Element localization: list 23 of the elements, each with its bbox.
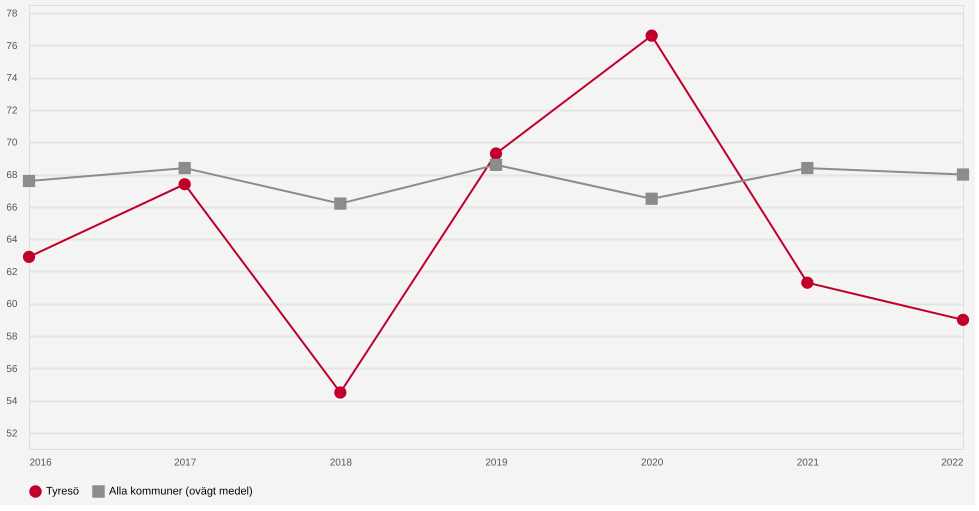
- y-tick-label: 72: [6, 105, 18, 116]
- y-tick-label: 66: [6, 202, 18, 214]
- x-tick-label: 2020: [641, 458, 664, 468]
- x-tick-label: 2018: [330, 458, 352, 468]
- y-tick-label: 70: [6, 138, 18, 149]
- y-tick-label: 78: [6, 8, 18, 20]
- y-tick-label: 54: [6, 396, 18, 408]
- x-tick-label: 2021: [796, 458, 820, 468]
- x-tick-label: 2022: [941, 458, 964, 468]
- y-tick-label: 76: [6, 40, 18, 52]
- x-tick-label: 2019: [485, 458, 508, 468]
- y-tick-label: 58: [6, 331, 18, 342]
- y-tick-label: 60: [6, 299, 18, 310]
- y-tick-label: 64: [6, 234, 18, 246]
- y-tick-label: 56: [6, 364, 18, 375]
- y-tick-label: 74: [6, 73, 18, 84]
- legend-label: Tyresö: [46, 486, 80, 498]
- y-tick-label: 62: [6, 266, 18, 278]
- x-tick-label: 2017: [174, 458, 197, 468]
- legend-label: Alla kommuner (ovägt medel): [109, 486, 253, 498]
- y-tick-label: 52: [6, 428, 18, 440]
- x-tick-label: 2016: [30, 458, 52, 468]
- y-tick-label: 68: [6, 170, 18, 182]
